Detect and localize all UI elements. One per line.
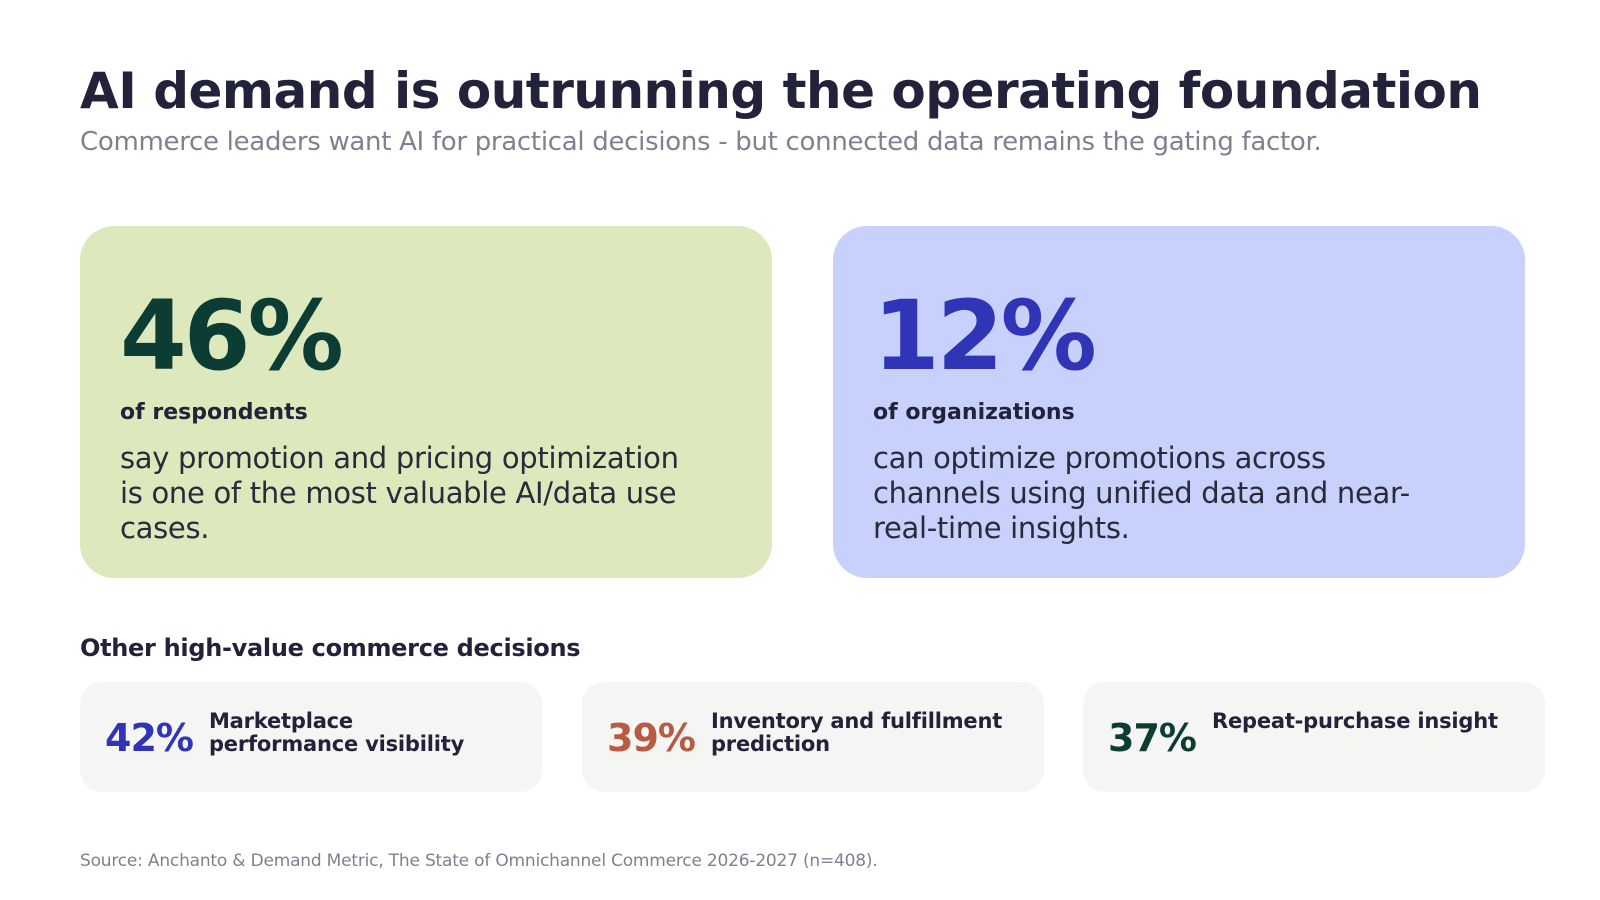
- stat-label: Repeat-purchase insight: [1211, 709, 1498, 733]
- highlight-value: 46%: [120, 280, 344, 392]
- highlight-description: can optimize promotions across channels …: [873, 441, 1410, 545]
- source-note: Source: Anchanto & Demand Metric, The St…: [80, 851, 878, 871]
- highlight-label: of respondents: [120, 400, 308, 425]
- highlight-card-organizations: 12% of organizations can optimize promot…: [833, 226, 1525, 578]
- page-title: AI demand is outrunning the operating fo…: [80, 62, 1482, 120]
- highlight-card-respondents: 46% of respondents say promotion and pri…: [80, 226, 772, 578]
- stat-label: Inventory and fulfillment prediction: [710, 709, 1003, 756]
- highlight-label: of organizations: [873, 400, 1075, 425]
- stat-value: 39%: [607, 716, 696, 760]
- stat-value: 37%: [1108, 716, 1197, 760]
- stat-card-marketplace: 42% Marketplace performance visibility: [80, 682, 542, 792]
- stat-card-inventory: 39% Inventory and fulfillment prediction: [582, 682, 1044, 792]
- stat-card-repeat-purchase: 37% Repeat-purchase insight: [1083, 682, 1545, 792]
- stat-value: 42%: [105, 716, 194, 760]
- highlight-description: say promotion and pricing optimization i…: [120, 441, 679, 545]
- page-subtitle: Commerce leaders want AI for practical d…: [80, 127, 1322, 157]
- stat-label: Marketplace performance visibility: [208, 709, 465, 756]
- highlight-value: 12%: [873, 280, 1097, 392]
- section-heading: Other high-value commerce decisions: [80, 634, 581, 662]
